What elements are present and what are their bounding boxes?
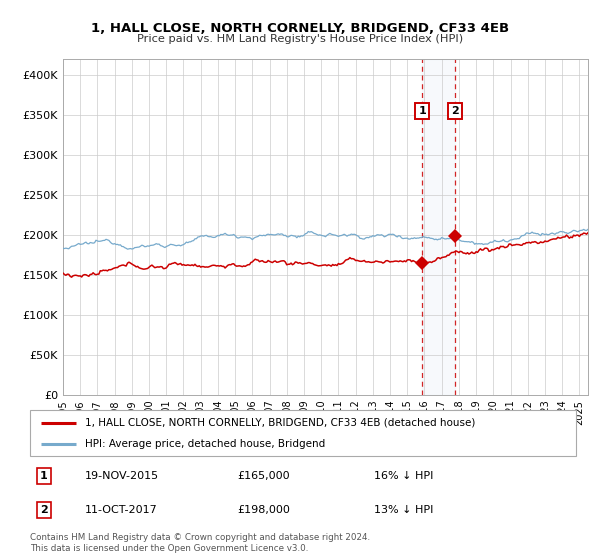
Text: 16% ↓ HPI: 16% ↓ HPI — [374, 471, 433, 481]
Text: 2: 2 — [40, 505, 47, 515]
Text: £165,000: £165,000 — [238, 471, 290, 481]
Text: HPI: Average price, detached house, Bridgend: HPI: Average price, detached house, Brid… — [85, 440, 325, 450]
Text: 19-NOV-2015: 19-NOV-2015 — [85, 471, 159, 481]
Text: 2: 2 — [451, 106, 459, 116]
Text: 11-OCT-2017: 11-OCT-2017 — [85, 505, 157, 515]
Text: 1: 1 — [419, 106, 426, 116]
Text: 1: 1 — [40, 471, 47, 481]
Bar — [422, 59, 455, 395]
Text: £198,000: £198,000 — [238, 505, 290, 515]
Text: 13% ↓ HPI: 13% ↓ HPI — [374, 505, 433, 515]
Text: 1, HALL CLOSE, NORTH CORNELLY, BRIDGEND, CF33 4EB (detached house): 1, HALL CLOSE, NORTH CORNELLY, BRIDGEND,… — [85, 418, 475, 428]
Text: 1, HALL CLOSE, NORTH CORNELLY, BRIDGEND, CF33 4EB: 1, HALL CLOSE, NORTH CORNELLY, BRIDGEND,… — [91, 22, 509, 35]
FancyBboxPatch shape — [30, 410, 576, 456]
Text: Contains HM Land Registry data © Crown copyright and database right 2024.
This d: Contains HM Land Registry data © Crown c… — [30, 533, 370, 553]
Text: Price paid vs. HM Land Registry's House Price Index (HPI): Price paid vs. HM Land Registry's House … — [137, 34, 463, 44]
